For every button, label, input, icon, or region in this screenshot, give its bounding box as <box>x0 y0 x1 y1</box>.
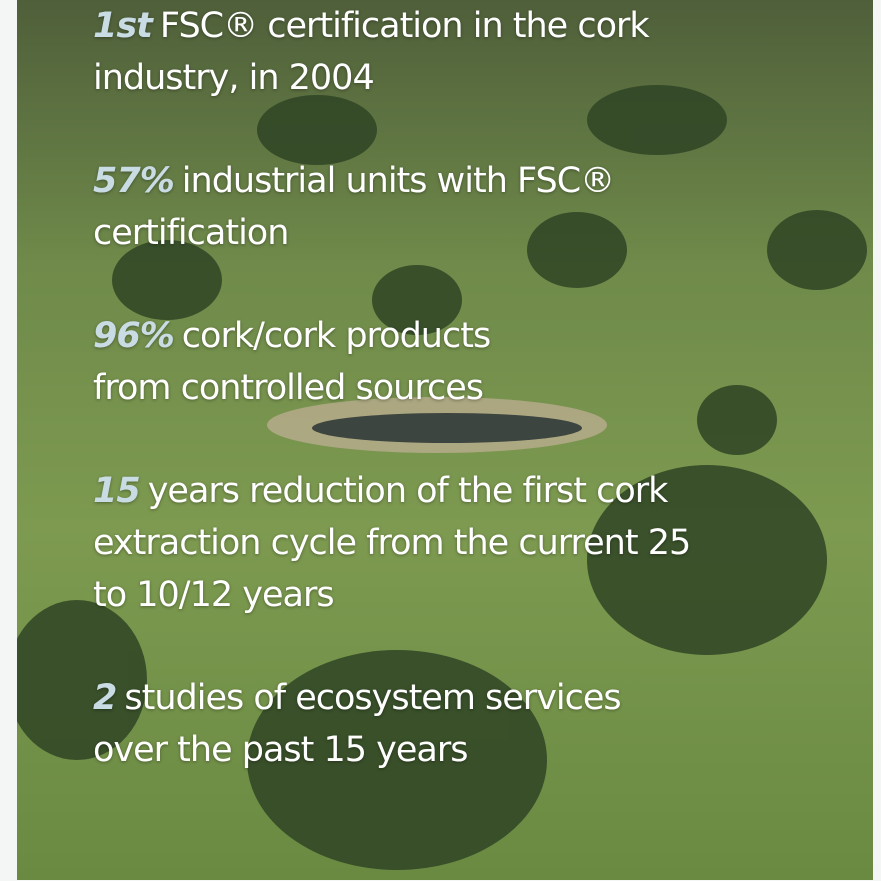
stat-text: certification <box>93 213 288 253</box>
stat-highlight: 1st <box>93 6 152 46</box>
stat-highlight: 15 <box>93 471 140 511</box>
stat-line: from controlled sources <box>93 362 863 414</box>
stat-item: 57%industrial units with FSC® certificati… <box>93 155 863 259</box>
stat-text: FSC® certification in the cork <box>160 6 649 46</box>
stat-text: to 10/12 years <box>93 575 334 615</box>
stat-line: certification <box>93 207 863 259</box>
stat-highlight: 2 <box>93 678 116 718</box>
stat-text: years reduction of the first cork <box>148 471 668 511</box>
stat-line: 96%cork/cork products <box>93 310 863 362</box>
stat-text: over the past 15 years <box>93 730 467 770</box>
stat-text: industry, in 2004 <box>93 58 374 98</box>
stat-line: industry, in 2004 <box>93 52 863 104</box>
stat-line: to 10/12 years <box>93 569 863 621</box>
page: 1stFSC® certification in the cork industr… <box>0 0 881 881</box>
stat-item: 96%cork/cork products from controlled sou… <box>93 310 863 414</box>
stat-highlight: 57% <box>93 161 174 201</box>
stat-line: over the past 15 years <box>93 724 863 776</box>
stat-text: extraction cycle from the current 25 <box>93 523 690 563</box>
stat-highlight: 96% <box>93 316 174 356</box>
stat-line: extraction cycle from the current 25 <box>93 517 863 569</box>
stat-text: industrial units with FSC® <box>182 161 614 201</box>
stat-line: 57%industrial units with FSC® <box>93 155 863 207</box>
stat-text: cork/cork products <box>182 316 490 356</box>
stat-text: from controlled sources <box>93 368 483 408</box>
stat-text: studies of ecosystem services <box>124 678 620 718</box>
